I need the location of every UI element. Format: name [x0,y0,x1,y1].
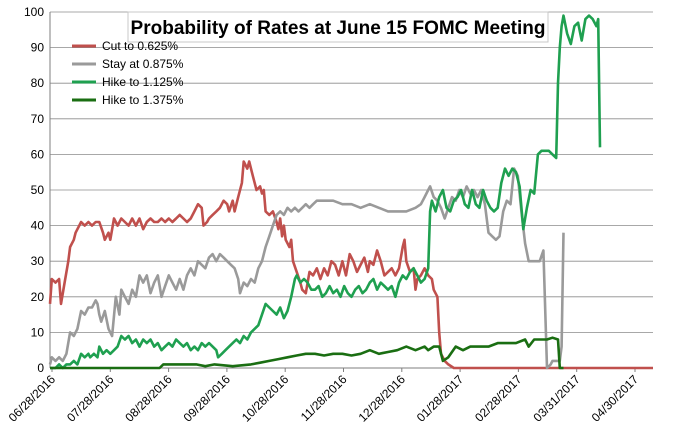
x-tick-label: 03/31/2017 [530,372,583,425]
series-line-0 [48,160,653,370]
x-tick-label: 10/28/2016 [239,372,292,425]
y-tick-label: 60 [31,147,45,161]
chart-title-box: Probability of Rates at June 15 FOMC Mee… [127,11,549,43]
y-tick-label: 30 [31,254,45,268]
y-tick-label: 100 [24,5,44,19]
x-tick-label: 09/28/2016 [181,372,234,425]
series-line-1 [48,167,565,370]
x-tick-label: 11/28/2016 [298,372,350,424]
y-tick-label: 90 [31,41,45,55]
series-line-2 [50,14,602,370]
title-box [127,11,549,43]
legend: Cut to 0.625% Stay at 0.875% Hike to 1.125… [72,39,184,107]
y-tick-label: 10 [31,325,45,339]
gridlines [50,11,653,333]
series-line-3 [50,336,564,370]
y-tick-label: 0 [37,361,44,375]
x-tick-label: 08/28/2016 [122,372,175,425]
legend-label: Hike to 1.375% [102,93,184,107]
x-tick-label: 12/28/2016 [356,372,409,425]
legend-label: Cut to 0.625% [102,39,178,53]
y-tick-label: 80 [31,76,45,90]
y-tick-label: 70 [31,112,45,126]
x-tick-label: 06/28/2016 [6,372,59,425]
chart-title: Probability of Rates at June 15 FOMC Mee… [131,18,546,39]
y-tick-label: 50 [31,183,45,197]
series-lines [48,14,653,370]
x-tick-label: 07/28/2016 [64,372,117,425]
legend-label: Hike to 1.125% [102,75,184,89]
x-tick-label: 02/28/2017 [472,372,525,425]
legend-label: Stay at 0.875% [102,57,184,71]
y-tick-label: 20 [31,290,45,304]
y-tick-label: 40 [31,219,45,233]
x-tick-label: 04/30/2017 [589,372,642,425]
x-tick-label: 01/28/2017 [414,372,467,425]
